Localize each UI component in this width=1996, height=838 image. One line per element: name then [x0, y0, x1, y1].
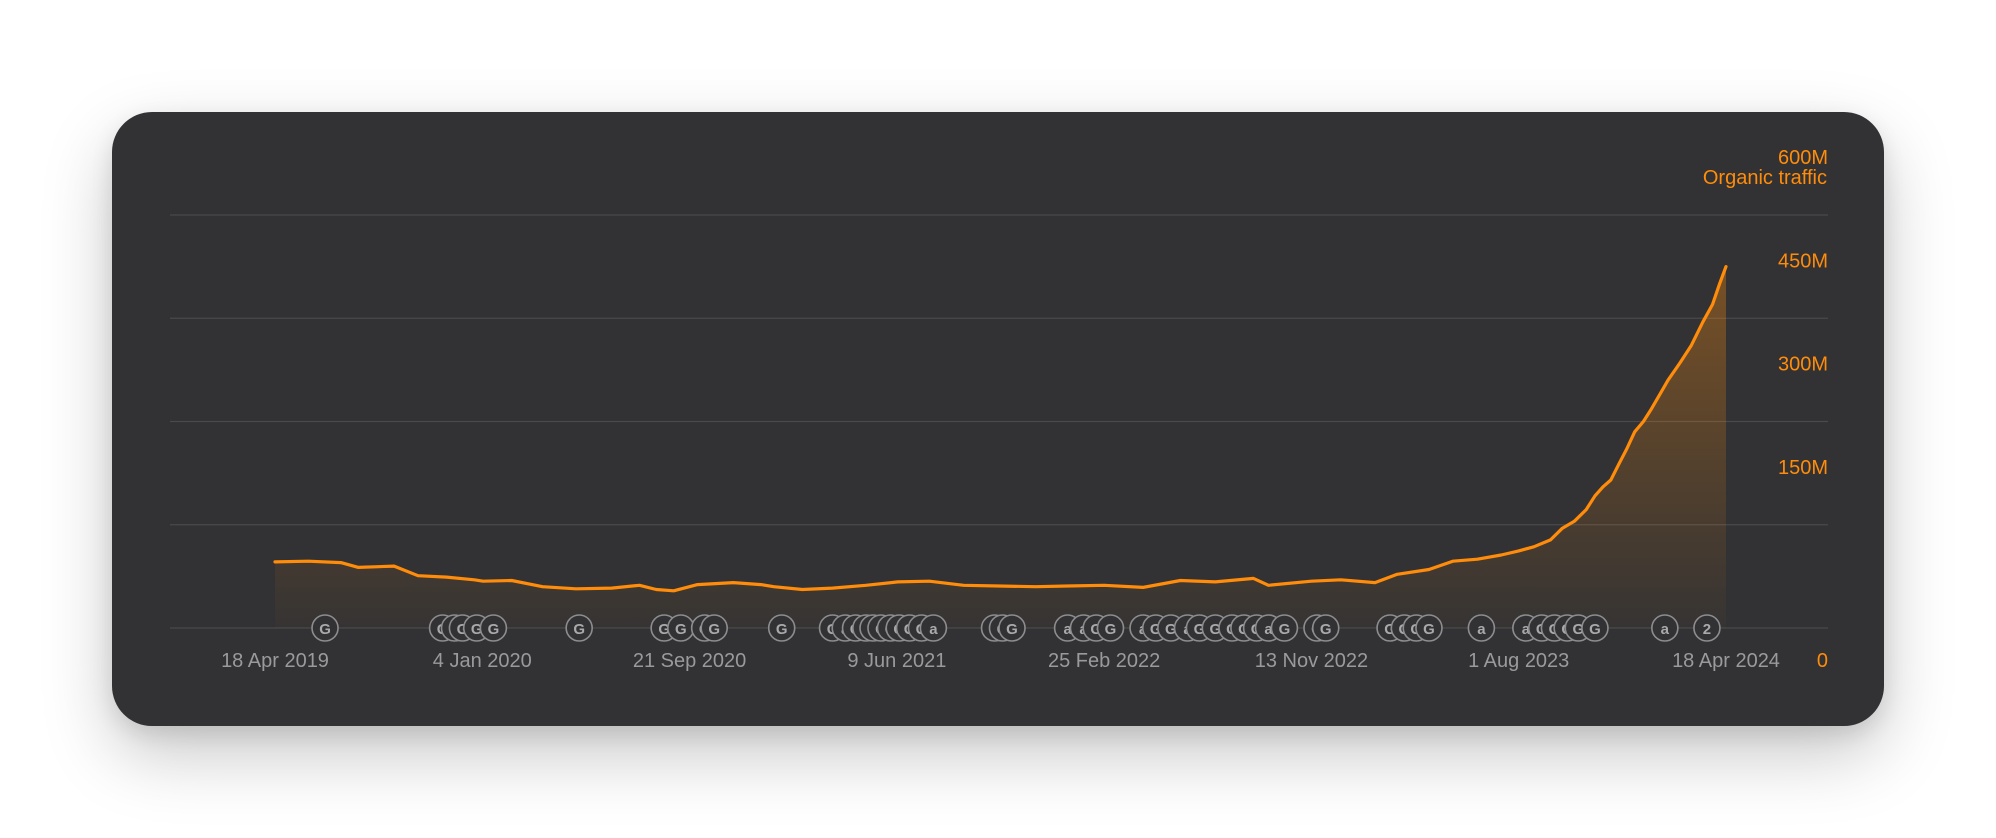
svg-text:2: 2 [1703, 621, 1711, 638]
x-tick-label: 25 Feb 2022 [1048, 650, 1160, 672]
y-tick-label: 300M [1778, 354, 1828, 376]
annotation-marker[interactable]: G [1581, 614, 1609, 642]
x-tick-label: 4 Jan 2020 [433, 650, 532, 672]
svg-text:G: G [1384, 621, 1396, 638]
y-tick-label: 0 [1817, 650, 1828, 672]
annotation-marker[interactable]: G [667, 614, 695, 642]
x-axis-ticks: 18 Apr 2019 4 Jan 2020 21 Sep 2020 9 Jun 20… [221, 650, 1780, 672]
x-tick-label: 18 Apr 2024 [1672, 650, 1780, 672]
svg-text:G: G [1090, 621, 1102, 638]
svg-text:G: G [1279, 621, 1291, 638]
svg-text:G: G [471, 621, 483, 638]
annotation-marker[interactable]: G [479, 614, 508, 642]
svg-text:G: G [1320, 621, 1332, 638]
legend-label: Organic traffic [1703, 167, 1827, 189]
svg-text:a: a [1063, 621, 1072, 638]
x-tick-label: 1 Aug 2023 [1468, 650, 1569, 672]
x-tick-label: 21 Sep 2020 [633, 650, 746, 672]
svg-text:G: G [776, 621, 788, 638]
x-tick-label: 18 Apr 2019 [221, 650, 329, 672]
svg-text:G: G [1589, 621, 1601, 638]
annotation-marker[interactable]: G [565, 614, 593, 642]
svg-text:G: G [319, 621, 331, 638]
y-tick-label: 450M [1778, 250, 1828, 272]
y-axis-ticks: 0 150M 300M 450M 600M [1778, 147, 1828, 672]
annotation-marker[interactable]: G [1311, 614, 1340, 642]
svg-text:a: a [1477, 621, 1486, 638]
x-tick-label: 13 Nov 2022 [1255, 650, 1368, 672]
svg-text:G: G [1423, 621, 1435, 638]
annotation-marker[interactable]: a [1467, 614, 1496, 642]
annotation-marker[interactable]: G [998, 614, 1026, 642]
svg-text:G: G [1209, 621, 1221, 638]
annotation-marker[interactable]: a [1651, 614, 1679, 642]
svg-text:a: a [929, 621, 938, 638]
svg-text:G: G [488, 621, 500, 638]
annotation-marker[interactable]: G [1096, 614, 1125, 642]
svg-text:G: G [1194, 621, 1206, 638]
annotation-marker[interactable]: 2 [1693, 614, 1721, 642]
x-tick-label: 9 Jun 2021 [847, 650, 946, 672]
svg-text:G: G [1006, 621, 1018, 638]
series-area [275, 266, 1726, 628]
svg-text:G: G [1105, 621, 1117, 638]
annotation-marker[interactable]: a [919, 614, 948, 642]
annotation-marker[interactable]: G [700, 614, 728, 642]
chart-card: GGGGGGGGGGGGGaGGGGGGGGaGGGaaGGaGGaGGGGGa… [112, 112, 1884, 726]
svg-text:G: G [708, 621, 720, 638]
svg-text:a: a [1522, 621, 1531, 638]
annotation-markers: GGGGGGGGGGGGGaGGGGGGGGaGGGaaGGaGGaGGGGGa… [311, 614, 1721, 642]
annotation-marker[interactable]: G [311, 614, 339, 642]
svg-text:G: G [1165, 621, 1177, 638]
svg-text:G: G [658, 621, 670, 638]
y-tick-label: 150M [1778, 457, 1828, 479]
annotation-marker[interactable]: G [1415, 614, 1443, 642]
svg-text:G: G [573, 621, 585, 638]
series-line [273, 265, 1728, 593]
svg-text:G: G [1572, 621, 1584, 638]
svg-text:G: G [457, 621, 469, 638]
svg-text:a: a [1661, 621, 1670, 638]
svg-text:G: G [1150, 621, 1162, 638]
annotation-marker[interactable]: G [767, 614, 796, 642]
y-tick-label: 600M [1778, 147, 1828, 169]
svg-text:a: a [1264, 621, 1273, 638]
annotation-marker[interactable]: G [1270, 614, 1299, 642]
svg-text:G: G [675, 621, 687, 638]
organic-traffic-chart: GGGGGGGGGGGGGaGGGGGGGGaGGGaaGGaGGaGGGGGa… [170, 147, 1828, 672]
